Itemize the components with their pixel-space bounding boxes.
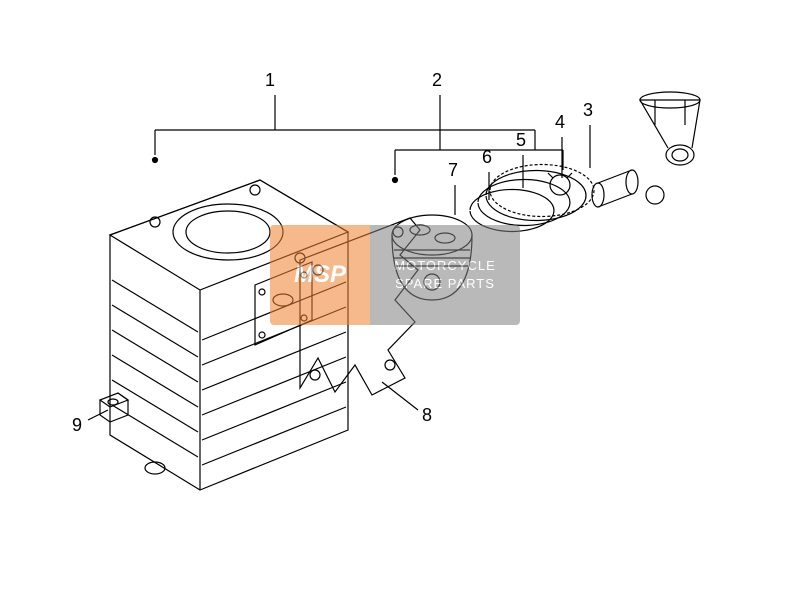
watermark-logo: MSP (270, 225, 370, 325)
callout-1: 1 (265, 70, 275, 91)
callout-9: 9 (72, 415, 82, 436)
callout-4: 4 (555, 112, 565, 133)
callout-8: 8 (422, 405, 432, 426)
callout-3: 3 (583, 100, 593, 121)
watermark-text: MOTORCYCLE SPARE PARTS (370, 225, 520, 325)
callout-5: 5 (516, 130, 526, 151)
callout-6: 6 (482, 147, 492, 168)
watermark-line2: SPARE PARTS (395, 275, 495, 293)
watermark: MSP MOTORCYCLE SPARE PARTS (270, 225, 520, 325)
callout-7: 7 (448, 160, 458, 181)
callout-2: 2 (432, 70, 442, 91)
watermark-line1: MOTORCYCLE (394, 257, 496, 275)
parts-diagram: MSP MOTORCYCLE SPARE PARTS 1 2 3 4 5 6 7… (0, 0, 800, 600)
